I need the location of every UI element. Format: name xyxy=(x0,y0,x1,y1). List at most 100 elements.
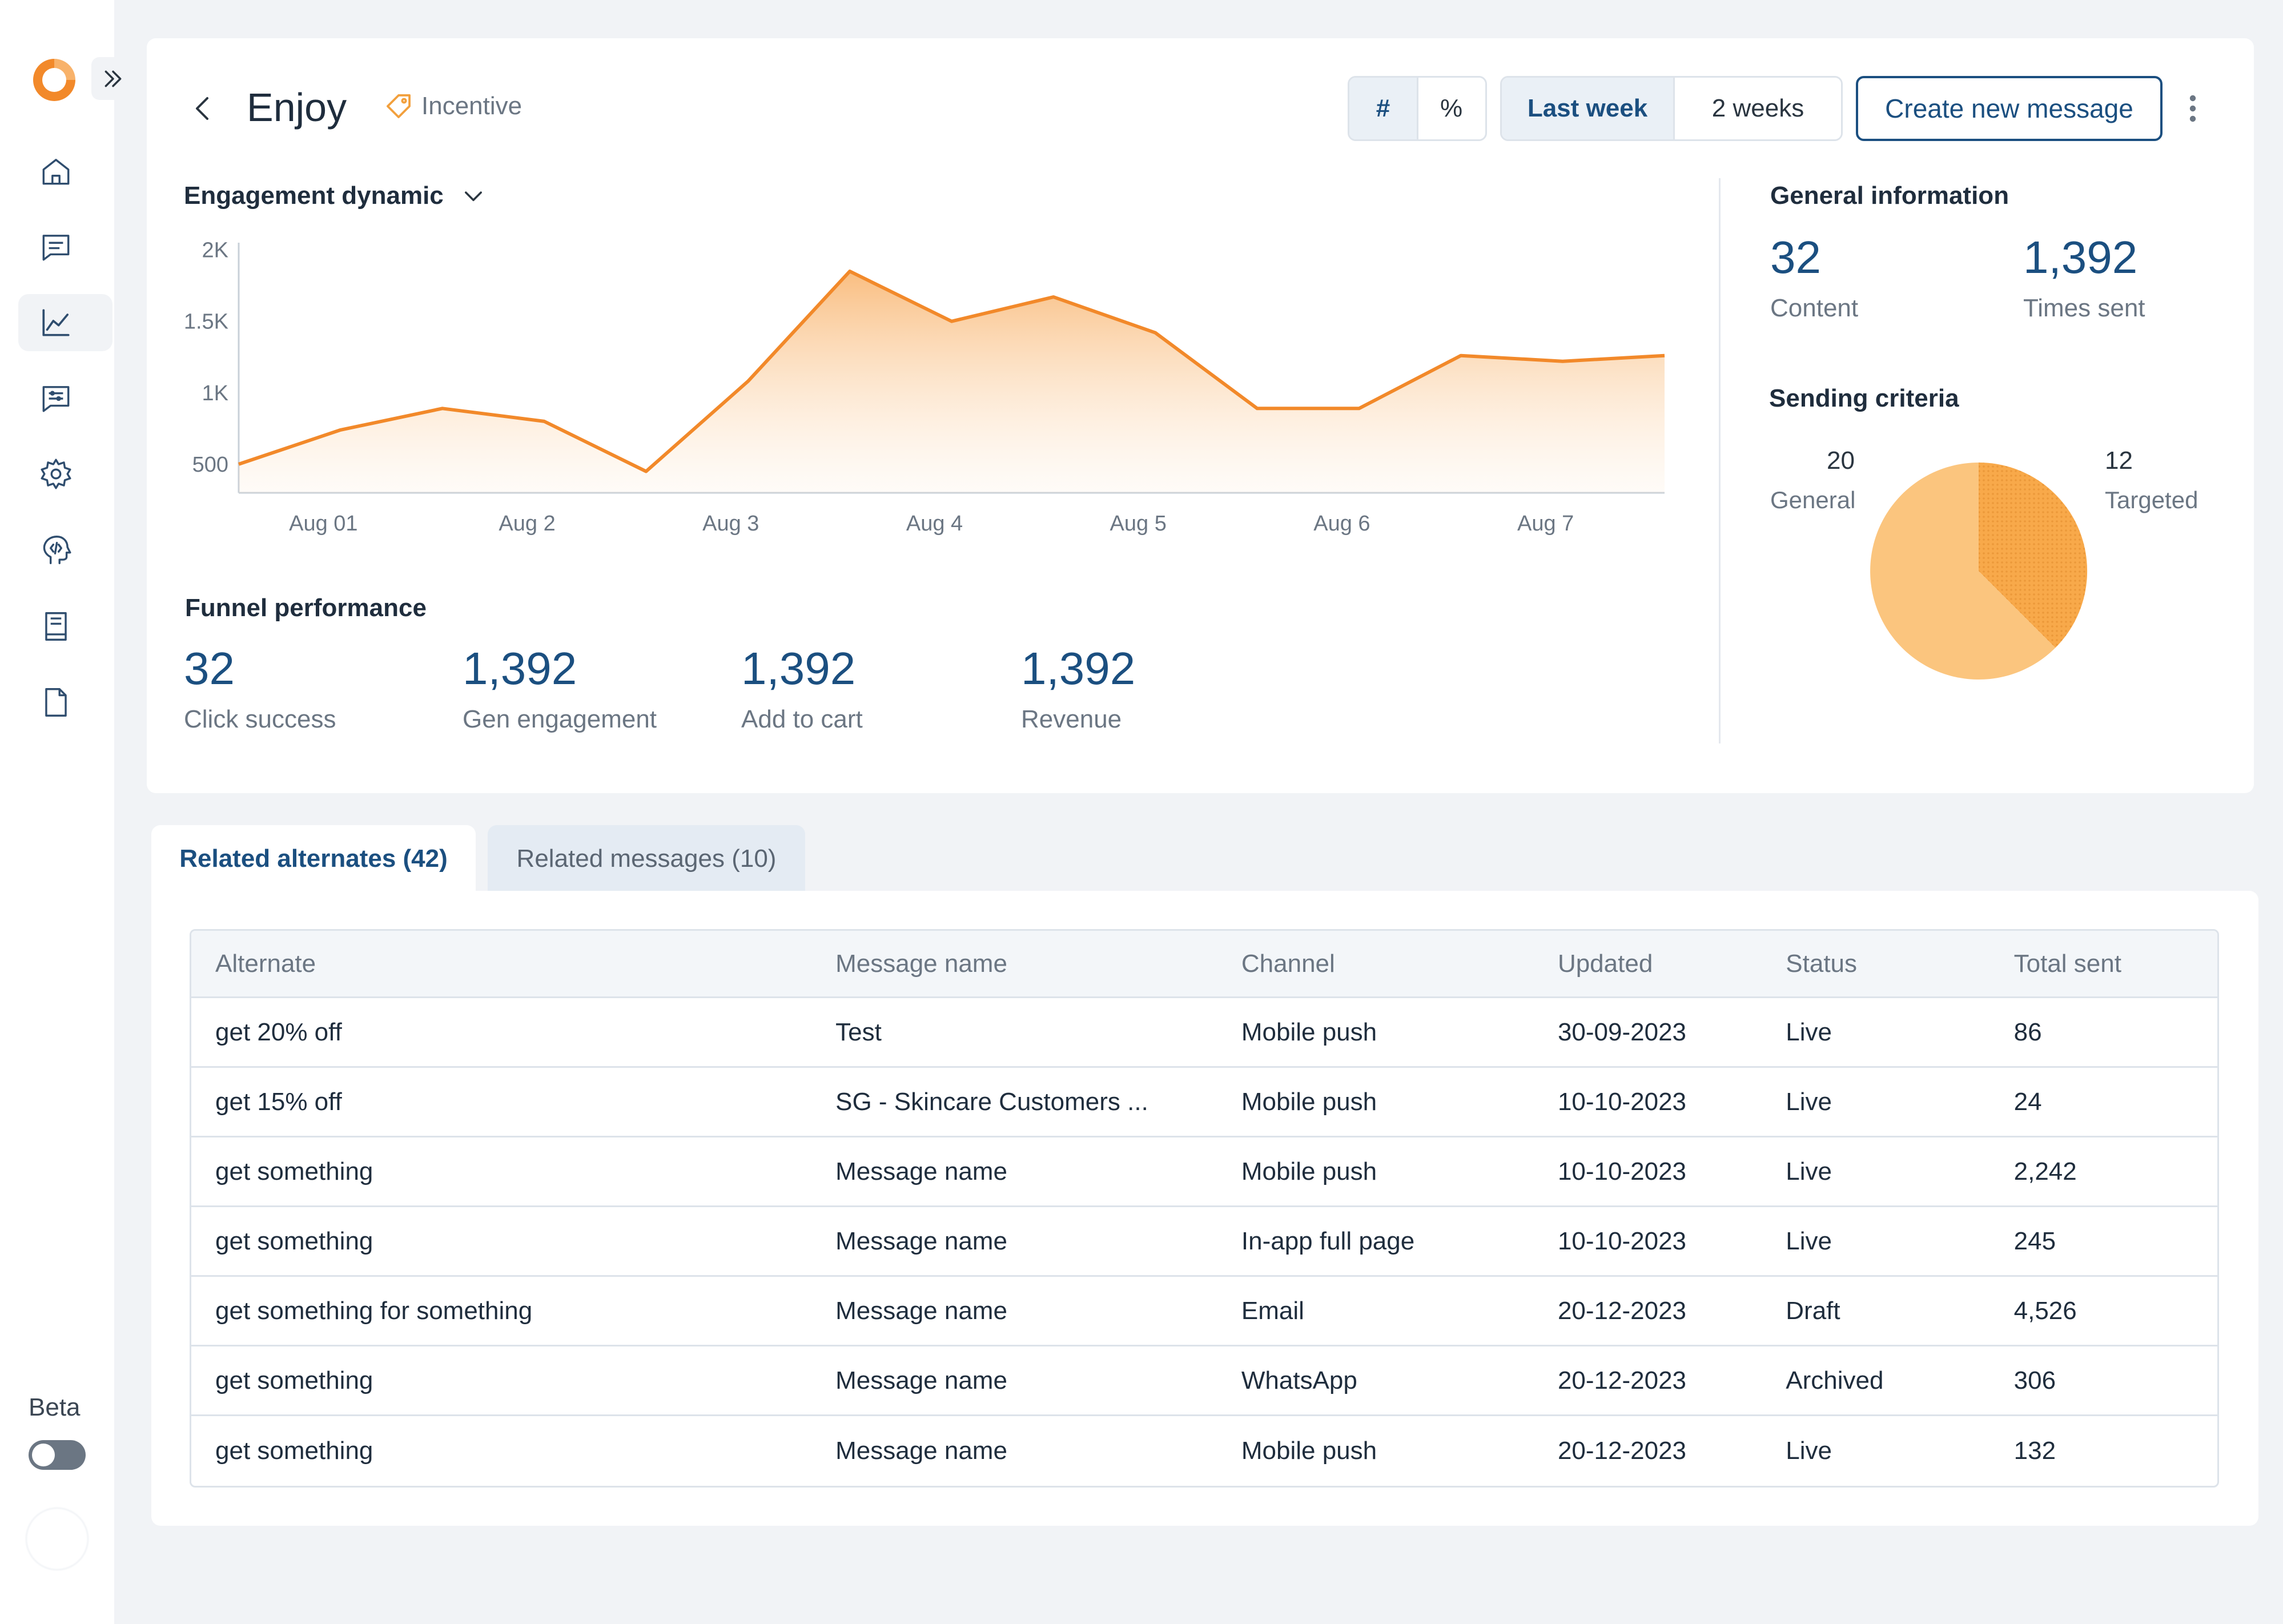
cell-alternate: get something for something xyxy=(215,1296,533,1325)
targeted-count: 12 xyxy=(2105,447,2133,475)
cell-total-sent: 4,526 xyxy=(2013,1296,2077,1325)
date-range-toggle: Last week 2 weeks xyxy=(1500,76,1843,141)
header-message-name[interactable]: Message name xyxy=(835,949,1007,978)
nav-home[interactable] xyxy=(18,143,112,200)
metric-label: Revenue xyxy=(1021,705,1122,733)
header-alternate[interactable]: Alternate xyxy=(215,949,316,978)
expand-sidebar-button[interactable] xyxy=(91,57,134,100)
cell-updated: 30-09-2023 xyxy=(1557,1018,1687,1046)
mode-percent-button[interactable]: % xyxy=(1417,78,1484,139)
cell-total-sent: 24 xyxy=(2013,1087,2042,1116)
table-row[interactable]: get something for something Message name… xyxy=(191,1277,2217,1346)
metric-value: 1,392 xyxy=(741,643,856,694)
nav-messages[interactable] xyxy=(18,219,112,276)
metric-label: Gen engagement xyxy=(463,705,657,733)
mode-count-button[interactable]: # xyxy=(1349,78,1417,139)
cell-status: Live xyxy=(1786,1018,1832,1046)
header-channel[interactable]: Channel xyxy=(1241,949,1335,978)
y-tick-label: 2K xyxy=(202,239,228,263)
tab-related-messages[interactable]: Related messages (10) xyxy=(488,825,805,893)
nav-templates[interactable] xyxy=(18,370,112,427)
chevron-down-icon xyxy=(464,191,482,202)
create-new-message-button[interactable]: Create new message xyxy=(1856,76,2163,141)
metric-value: 32 xyxy=(1770,232,1821,283)
tag-label: Incentive xyxy=(421,92,522,120)
cell-total-sent: 2,242 xyxy=(2013,1157,2077,1185)
cell-alternate: get something xyxy=(215,1157,373,1185)
x-tick-label: Aug 2 xyxy=(499,512,555,536)
y-tick-label: 1.5K xyxy=(184,310,228,334)
engagement-line xyxy=(238,270,1665,473)
general-content: 32 Content xyxy=(1770,231,1858,323)
funnel-click-success: 32 Click success xyxy=(184,642,336,734)
back-button[interactable] xyxy=(186,91,220,126)
metric-value: 1,392 xyxy=(2023,232,2138,283)
pie-slice-general xyxy=(1870,463,2056,680)
table-row[interactable]: get something Message name In-app full p… xyxy=(191,1207,2217,1277)
cell-alternate: get 15% off xyxy=(215,1087,342,1116)
table-row[interactable]: get 15% off SG - Skincare Customers ... … xyxy=(191,1068,2217,1137)
x-tick-label: Aug 4 xyxy=(906,512,963,536)
cell-channel: Mobile push xyxy=(1241,1018,1377,1046)
sending-criteria-title: Sending criteria xyxy=(1769,384,1959,412)
value-mode-toggle: # % xyxy=(1348,76,1487,141)
metric-label: Click success xyxy=(184,705,336,733)
cell-alternate: get something xyxy=(215,1227,373,1255)
table-header: Alternate Message name Channel Updated S… xyxy=(191,931,2217,998)
avatar[interactable] xyxy=(26,1508,89,1570)
tag-icon xyxy=(387,94,411,118)
beta-label: Beta xyxy=(29,1393,81,1421)
x-tick-label: Aug 5 xyxy=(1110,512,1167,536)
range-2-weeks-button[interactable]: 2 weeks xyxy=(1673,78,1841,139)
pie-label-general: 20 General xyxy=(1770,447,1855,514)
sidebar: Beta xyxy=(0,0,134,1624)
table-row[interactable]: get something Message name Mobile push 2… xyxy=(191,1416,2217,1486)
table-row[interactable]: get something Message name WhatsApp 20-1… xyxy=(191,1346,2217,1416)
header-updated[interactable]: Updated xyxy=(1557,949,1653,978)
pie-label-targeted: 12 Targeted xyxy=(2105,447,2198,514)
range-last-week-button[interactable]: Last week xyxy=(1502,78,1673,139)
cell-message-name: Test xyxy=(835,1018,882,1046)
y-tick-label: 500 xyxy=(192,453,228,477)
header-total-sent[interactable]: Total sent xyxy=(2013,949,2121,978)
cell-channel: In-app full page xyxy=(1241,1227,1415,1255)
cell-channel: WhatsApp xyxy=(1241,1366,1357,1394)
metric-label: Times sent xyxy=(2023,294,2145,322)
nav-library[interactable] xyxy=(18,598,112,655)
metric-value: 32 xyxy=(184,643,235,694)
nav-documents[interactable] xyxy=(18,674,112,731)
y-tick-label: 1K xyxy=(202,381,228,405)
cell-status: Live xyxy=(1786,1437,1832,1465)
metric-value: 1,392 xyxy=(1021,643,1136,694)
kebab-menu-icon xyxy=(2189,95,2196,122)
table-row[interactable]: get something Message name Mobile push 1… xyxy=(191,1137,2217,1207)
table-row[interactable]: get 20% off Test Mobile push 30-09-2023 … xyxy=(191,998,2217,1068)
funnel-add-to-cart: 1,392 Add to cart xyxy=(741,642,863,734)
book-icon xyxy=(45,612,67,641)
settings-icon xyxy=(41,459,71,489)
nav-settings[interactable] xyxy=(18,445,112,503)
cell-message-name: Message name xyxy=(835,1366,1007,1394)
engagement-title: Engagement dynamic xyxy=(184,182,444,210)
document-icon xyxy=(45,688,67,717)
cell-message-name: SG - Skincare Customers ... xyxy=(835,1087,1148,1116)
more-options-button[interactable] xyxy=(2181,91,2204,126)
beta-toggle[interactable] xyxy=(29,1440,86,1470)
nav-analytics[interactable] xyxy=(18,294,112,351)
table-card: Alternate Message name Channel Updated S… xyxy=(151,891,2258,1526)
header-status[interactable]: Status xyxy=(1786,949,1858,978)
home-icon xyxy=(42,159,70,185)
nav-ai[interactable] xyxy=(18,521,112,578)
cell-message-name: Message name xyxy=(835,1437,1007,1465)
chevron-left-icon xyxy=(196,97,208,120)
cell-channel: Mobile push xyxy=(1241,1087,1377,1116)
metric-value: 1,392 xyxy=(463,643,577,694)
engagement-dropdown[interactable]: Engagement dynamic xyxy=(184,182,486,210)
tab-related-alternates[interactable]: Related alternates (42) xyxy=(151,825,476,893)
cell-message-name: Message name xyxy=(835,1227,1007,1255)
cell-alternate: get something xyxy=(215,1437,373,1465)
cell-status: Live xyxy=(1786,1157,1832,1185)
cell-status: Archived xyxy=(1786,1366,1884,1394)
metric-label: Add to cart xyxy=(741,705,863,733)
cell-status: Live xyxy=(1786,1227,1832,1255)
